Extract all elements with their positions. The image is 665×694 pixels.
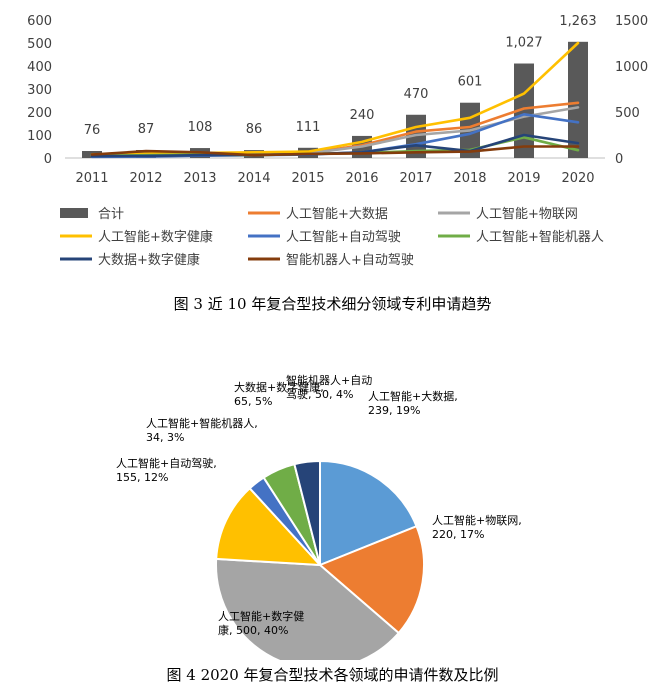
right-axis-tick-label: 1500 [615, 14, 648, 29]
bar-data-label: 470 [404, 87, 429, 102]
x-tick-label: 2019 [507, 171, 540, 186]
x-tick-label: 2018 [453, 171, 486, 186]
legend-swatch [60, 208, 88, 218]
pie-data-label-line: 人工智能+智能机器人, [146, 416, 258, 430]
pie-data-label-line: 34, 3% [146, 431, 184, 444]
pie-data-label-line: 智能机器人+自动 [286, 373, 372, 387]
left-axis-tick-label: 500 [27, 37, 52, 52]
series-line [90, 145, 580, 157]
bar [568, 41, 588, 158]
bar-data-label: 86 [246, 122, 263, 137]
x-tick-label: 2015 [291, 171, 324, 186]
right-axis-tick-label: 0 [615, 152, 623, 167]
trend-chart: 0 100 200 300 400 500 600 0 500 1000 1500 76 87 108 86… [27, 14, 648, 268]
bar-data-label: 240 [350, 108, 375, 123]
bar-data-label: 1,027 [505, 36, 542, 51]
left-axis-tick-label: 0 [44, 152, 52, 167]
pie-data-label: 人工智能+自动驾驶, 155, 12% [116, 456, 217, 484]
right-axis-tick-label: 500 [615, 106, 640, 121]
pie-slice [318, 524, 425, 635]
series-line [90, 41, 580, 156]
pie-data-label-line: 驾驶, 50, 4% [286, 387, 353, 401]
pie-data-label: 人工智能+数字健康, 500, 40% [218, 609, 304, 637]
left-axis-tick-label: 600 [27, 14, 52, 29]
pie-data-label-line: 65, 5% [234, 395, 272, 408]
legend-label: 人工智能+物联网 [476, 207, 578, 222]
x-tick-label: 2016 [345, 171, 378, 186]
pie-data-label-line: 人工智能+物联网, [432, 513, 522, 527]
pie-slice [215, 486, 323, 567]
pie-data-label: 智能机器人+自动驾驶, 50, 4% [286, 373, 372, 401]
pie-data-label: 人工智能+智能机器人, 34, 3% [146, 416, 258, 444]
left-axis-tick-label: 100 [27, 129, 52, 144]
figure-3-caption: 图 3 近 10 年复合型技术细分领域专利申请趋势 [173, 295, 492, 313]
left-axis-tick-label: 300 [27, 83, 52, 98]
pie-data-label-line: 康, 500, 40% [218, 623, 288, 637]
legend-label: 智能机器人+自动驾驶 [286, 253, 414, 268]
legend-label: 人工智能+数字健康 [98, 229, 213, 245]
pie-data-label-line: 人工智能+数字健 [218, 609, 304, 623]
legend-label: 合计 [98, 207, 124, 222]
pie-slice [319, 459, 418, 567]
x-tick-label: 2017 [399, 171, 432, 186]
x-tick-label: 2014 [237, 171, 270, 186]
x-tick-label: 2020 [561, 171, 594, 186]
pie-data-label: 大数据+数字健康, 65, 5% [234, 380, 324, 408]
figure-4-caption: 图 4 2020 年复合型技术各领域的申请件数及比例 [166, 666, 499, 684]
legend-label: 人工智能+大数据 [286, 207, 388, 222]
pie-data-label: 人工智能+大数据, 239, 19% [368, 389, 458, 417]
pie-data-label-line: 155, 12% [116, 471, 168, 484]
legend-label: 人工智能+智能机器人 [476, 230, 604, 245]
legend-label: 大数据+数字健康 [98, 252, 200, 268]
bar-data-label: 108 [188, 120, 213, 135]
x-tick-label: 2011 [75, 171, 108, 186]
bar-data-label: 1,263 [559, 14, 596, 29]
left-axis-tick-label: 400 [27, 60, 52, 75]
pie-data-label-line: 220, 17% [432, 528, 484, 541]
left-axis-tick-label: 200 [27, 106, 52, 121]
bar-data-label: 87 [138, 122, 155, 137]
pie-data-label-line: 人工智能+自动驾驶, [116, 456, 217, 470]
pie-data-label-line: 大数据+数字健康, [234, 380, 324, 394]
x-tick-label: 2012 [129, 171, 162, 186]
right-axis-tick-label: 1000 [615, 60, 648, 75]
pie-slice [293, 459, 321, 566]
pie-slice [215, 557, 401, 660]
pie-data-label: 人工智能+物联网, 220, 17% [432, 513, 522, 541]
legend-label: 人工智能+自动驾驶 [286, 230, 401, 245]
x-tick-label: 2013 [183, 171, 216, 186]
pie-data-label-line: 239, 19% [368, 404, 420, 417]
bar-data-label: 76 [84, 123, 101, 138]
bar-data-label: 601 [458, 75, 483, 90]
bar-data-label: 111 [296, 120, 321, 135]
pie-data-label-line: 人工智能+大数据, [368, 389, 458, 403]
pie-chart: 人工智能+大数据, 239, 19% 人工智能+物联网, 220, 17% 人工智能+数… [116, 373, 522, 660]
